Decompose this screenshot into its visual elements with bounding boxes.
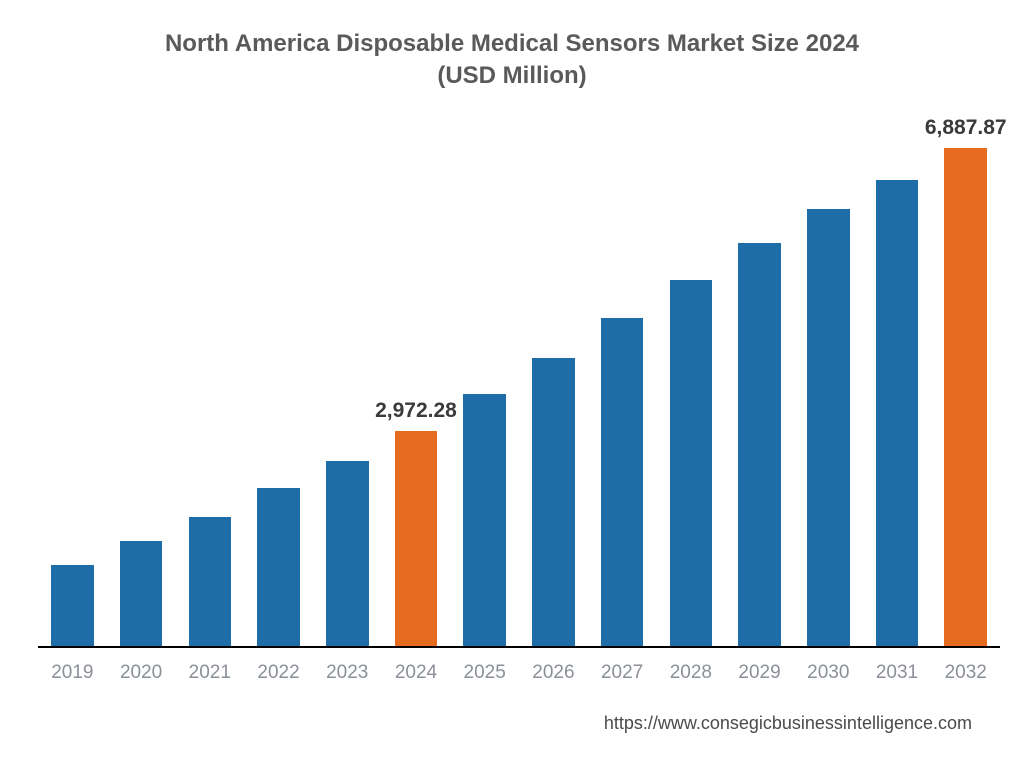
bar-slot: [450, 140, 519, 646]
bar-slot: [725, 140, 794, 646]
x-label-2031: 2031: [863, 662, 932, 684]
x-label-2026: 2026: [519, 662, 588, 684]
value-label-2032: 6,887.87: [925, 116, 1007, 140]
x-label-2022: 2022: [244, 662, 313, 684]
bar-slot: 2,972.28: [382, 140, 451, 646]
chart-title-line2: (USD Million): [0, 60, 1024, 92]
bar-slot: [175, 140, 244, 646]
bar-2026: [532, 358, 575, 646]
x-label-2020: 2020: [107, 662, 176, 684]
bar-2022: [257, 488, 300, 646]
x-axis-baseline: [38, 646, 1000, 648]
chart-title: North America Disposable Medical Sensors…: [0, 0, 1024, 93]
x-label-2019: 2019: [38, 662, 107, 684]
bar-slot: [107, 140, 176, 646]
x-label-2027: 2027: [588, 662, 657, 684]
bar-slot: [38, 140, 107, 646]
plot-area: 2,972.28 6,887.87: [38, 140, 1000, 648]
value-label-2024: 2,972.28: [375, 399, 457, 423]
x-label-2029: 2029: [725, 662, 794, 684]
bar-2032: [944, 148, 987, 646]
bar-2029: [738, 243, 781, 646]
chart-container: North America Disposable Medical Sensors…: [0, 0, 1024, 768]
x-label-2024: 2024: [382, 662, 451, 684]
x-label-2021: 2021: [175, 662, 244, 684]
bar-2019: [51, 565, 94, 646]
bar-slot: [863, 140, 932, 646]
x-label-2030: 2030: [794, 662, 863, 684]
x-label-2023: 2023: [313, 662, 382, 684]
bar-2031: [876, 180, 919, 646]
bar-2028: [670, 280, 713, 646]
bar-slot: [519, 140, 588, 646]
bar-slot: 6,887.87: [931, 140, 1000, 646]
source-url: https://www.consegicbusinessintelligence…: [604, 713, 972, 734]
bar-2021: [189, 517, 232, 646]
bar-slot: [656, 140, 725, 646]
bar-slot: [313, 140, 382, 646]
x-label-2032: 2032: [931, 662, 1000, 684]
chart-title-line1: North America Disposable Medical Sensors…: [0, 28, 1024, 60]
bar-slot: [794, 140, 863, 646]
bar-slot: [588, 140, 657, 646]
bar-2025: [463, 394, 506, 646]
x-axis-labels: 2019202020212022202320242025202620272028…: [38, 662, 1000, 684]
bar-slot: [244, 140, 313, 646]
bar-2020: [120, 541, 163, 646]
bar-2023: [326, 461, 369, 646]
bar-2024: [395, 431, 438, 646]
bars-group: 2,972.28 6,887.87: [38, 140, 1000, 646]
x-label-2025: 2025: [450, 662, 519, 684]
x-label-2028: 2028: [656, 662, 725, 684]
bar-2030: [807, 209, 850, 646]
bar-2027: [601, 318, 644, 646]
